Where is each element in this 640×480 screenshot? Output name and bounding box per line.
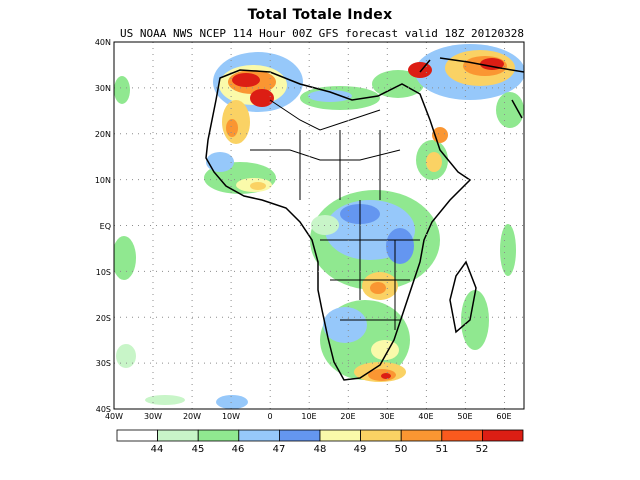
colorbar-label: 52 — [476, 444, 489, 455]
lon-tick-label: 40W — [105, 412, 123, 421]
colorbar-swatch — [278, 429, 321, 442]
lon-tick-label: 30W — [144, 412, 162, 421]
colorbar-label: 48 — [314, 444, 327, 455]
colorbar-label: 47 — [273, 444, 286, 455]
lat-tick-label: 20N — [95, 130, 111, 139]
lat-tick-label: 40N — [95, 38, 111, 47]
colorbar-swatch — [238, 429, 280, 442]
lon-tick-label: 30E — [379, 412, 394, 421]
band-southern-africa — [320, 300, 410, 382]
lat-tick-label: 30S — [96, 359, 111, 368]
colorbar-swatch — [441, 429, 483, 442]
lat-tick-label: EQ — [100, 222, 111, 231]
lon-tick-label: 20W — [183, 412, 201, 421]
lon-tick-label: 20E — [340, 412, 355, 421]
lat-tick-label: 40S — [96, 405, 111, 414]
index-field — [114, 44, 524, 409]
colorbar-swatch — [319, 429, 361, 442]
lon-tick-label: 60E — [496, 412, 511, 421]
colorbar-label: 51 — [436, 444, 449, 455]
lon-tick-label: 10E — [301, 412, 316, 421]
lat-lon-grid — [114, 42, 524, 409]
lon-tick-label: 50E — [457, 412, 472, 421]
country-borders — [250, 99, 420, 330]
hotspot-middle-east — [408, 44, 524, 128]
map-subtitle: US NOAA NWS NCEP 114 Hour 00Z GFS foreca… — [120, 27, 524, 40]
lon-tick-labels: 40W 30W 20W 10W 0 10E 20E 30E 40E 50E 60… — [105, 412, 512, 421]
lon-tick-label: 0 — [267, 412, 272, 421]
colorbar-swatch — [400, 429, 443, 442]
colorbar: 44 45 46 47 48 49 50 51 52 — [116, 429, 524, 455]
colorbar-label: 49 — [354, 444, 367, 455]
colorbar-labels: 44 45 46 47 48 49 50 51 52 — [151, 444, 489, 455]
colorbar-swatch — [197, 429, 240, 442]
colorbar-swatch — [116, 429, 158, 442]
colorbar-swatches — [116, 429, 524, 442]
lat-tick-label: 10S — [96, 268, 111, 277]
lon-tick-label: 40E — [418, 412, 433, 421]
lat-tick-labels: 40N 30N 20N 10N EQ 10S 20S 30S 40S — [95, 38, 111, 414]
colorbar-swatch — [481, 429, 524, 442]
lat-tick-label: 20S — [96, 314, 111, 323]
band-north-coast — [300, 70, 424, 110]
lat-tick-label: 10N — [95, 176, 111, 185]
plot-frame — [113, 41, 525, 410]
colorbar-swatch — [157, 429, 199, 442]
band-west-africa — [204, 152, 276, 194]
lat-tick-label: 30N — [95, 84, 111, 93]
colorbar-label: 45 — [192, 444, 205, 455]
map-title: Total Totale Index — [247, 7, 393, 23]
colorbar-label: 50 — [395, 444, 408, 455]
coastlines — [205, 57, 524, 381]
band-central-africa — [310, 190, 440, 300]
hotspot-atlas — [213, 52, 303, 144]
colorbar-swatch — [360, 429, 402, 442]
lon-tick-label: 10W — [222, 412, 240, 421]
band-ocean — [114, 76, 516, 409]
colorbar-label: 46 — [232, 444, 245, 455]
colorbar-label: 44 — [151, 444, 164, 455]
